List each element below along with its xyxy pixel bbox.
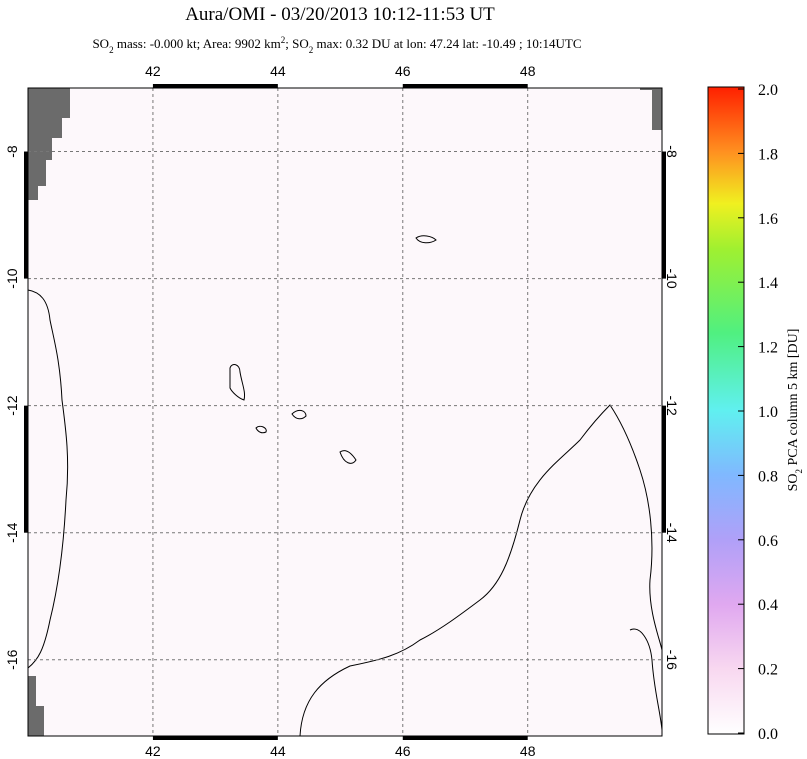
text-part: ; SO — [285, 36, 308, 51]
map — [24, 84, 666, 740]
colorbar-tick-label: 1.8 — [758, 146, 778, 163]
text-part: SO — [786, 473, 801, 491]
colorbar-label: SO2 PCA column 5 km [DU] — [786, 329, 804, 492]
no-data — [28, 88, 70, 200]
lon-tick-label: 42 — [145, 63, 161, 79]
frame-bar — [662, 405, 666, 533]
colorbar-tick-label: 0.6 — [758, 533, 778, 550]
colorbar: 0.0 0.2 0.4 0.6 0.8 1.0 1.2 1.4 1.6 1.8 2.0 — [707, 82, 778, 743]
frame-bar — [152, 84, 278, 88]
colorbar-tick-label: 0.8 — [758, 468, 778, 485]
lon-tick-label: 46 — [395, 743, 411, 759]
colorbar-tick-label: 0.2 — [758, 662, 778, 679]
lat-tick-label: -12 — [664, 396, 680, 416]
text-part: 2 — [794, 469, 804, 474]
lat-tick-label: -14 — [4, 522, 20, 542]
lon-tick-label: 46 — [395, 63, 411, 79]
coastline — [27, 235, 663, 737]
lon-tick-label: 48 — [520, 63, 536, 79]
frame-bar — [402, 84, 528, 88]
frame-bar — [24, 151, 28, 279]
colorbar-tick-label: 1.0 — [758, 404, 778, 421]
lon-tick-label: 42 — [145, 743, 161, 759]
frame-bar — [152, 736, 278, 740]
lat-tick-label: -14 — [664, 523, 680, 543]
text-part: 2 — [109, 45, 114, 55]
graticule — [28, 88, 662, 736]
text-part: PCA column 5 km [DU] — [786, 329, 801, 469]
lat-tick-label: -8 — [664, 145, 680, 158]
frame-bar — [24, 405, 28, 533]
lon-tick-label: 44 — [270, 743, 286, 759]
lon-tick-label: 48 — [520, 743, 536, 759]
frame-bar — [402, 736, 528, 740]
frame-bar — [662, 151, 666, 279]
no-data — [28, 676, 44, 736]
lat-tick-label: -16 — [4, 649, 20, 669]
colorbar-tick-label: 1.2 — [758, 340, 778, 357]
subtitle: SO2 mass: -0.000 kt; Area: 9902 km2; SO2… — [92, 35, 581, 55]
text-part: mass: -0.000 kt; Area: 9902 km — [114, 36, 281, 51]
lat-tick-label: -8 — [4, 145, 20, 158]
colorbar-tick-label: 1.4 — [758, 275, 778, 292]
text-part: max: 0.32 DU at lon: 47.24 lat: -10.49 ;… — [313, 36, 581, 51]
lat-tick-label: -12 — [4, 395, 20, 415]
colorbar-tick-label: 0.0 — [758, 726, 778, 743]
text-part: SO — [92, 36, 109, 51]
frame-bars — [24, 84, 666, 740]
colorbar-tick-label: 0.4 — [758, 597, 778, 614]
colorbar-tick-label: 2.0 — [758, 82, 778, 99]
no-data — [640, 88, 662, 130]
lat-tick-label: -10 — [664, 268, 680, 288]
title: Aura/OMI - 03/20/2013 10:12-11:53 UT — [185, 4, 495, 25]
lon-tick-label: 44 — [270, 63, 286, 79]
lat-tick-label: -10 — [4, 268, 20, 288]
text-part: 2 — [309, 45, 314, 55]
map-background — [28, 88, 662, 736]
text-part: 2 — [281, 35, 286, 45]
colorbar-tick-label: 1.6 — [758, 211, 778, 228]
lat-tick-label: -16 — [664, 650, 680, 670]
